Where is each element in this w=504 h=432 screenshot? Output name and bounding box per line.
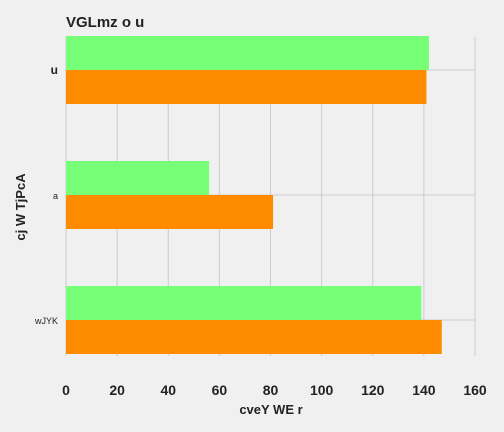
bar-orange-1: [66, 195, 274, 229]
x-tick-label: 0: [62, 382, 70, 398]
x-tick-label: 60: [212, 382, 228, 398]
y-tick-label: u: [51, 63, 58, 77]
x-tick-label: 80: [263, 382, 279, 398]
x-tick-label: 160: [463, 382, 487, 398]
bar-orange-2: [66, 320, 442, 354]
x-tick-label: 100: [310, 382, 334, 398]
bar-green-1: [66, 161, 210, 195]
y-tick-label: wJYK: [34, 316, 58, 326]
x-tick-label: 140: [412, 382, 436, 398]
bar-orange-0: [66, 70, 427, 104]
tick-labels: 0 20 40 60 80 100 120 140 160 u a wJYK: [34, 63, 487, 398]
y-axis-label: cj W TjPcA: [13, 173, 28, 241]
x-tick-label: 20: [109, 382, 125, 398]
y-tick-label: a: [53, 191, 58, 201]
chart-title: VGLmz o u: [66, 14, 144, 31]
x-tick-label: 40: [160, 382, 176, 398]
bar-green-0: [66, 36, 429, 70]
x-tick-label: 120: [361, 382, 385, 398]
x-axis-label: cveY WE r: [239, 402, 302, 417]
bar-green-2: [66, 286, 422, 320]
bars: [66, 36, 442, 354]
